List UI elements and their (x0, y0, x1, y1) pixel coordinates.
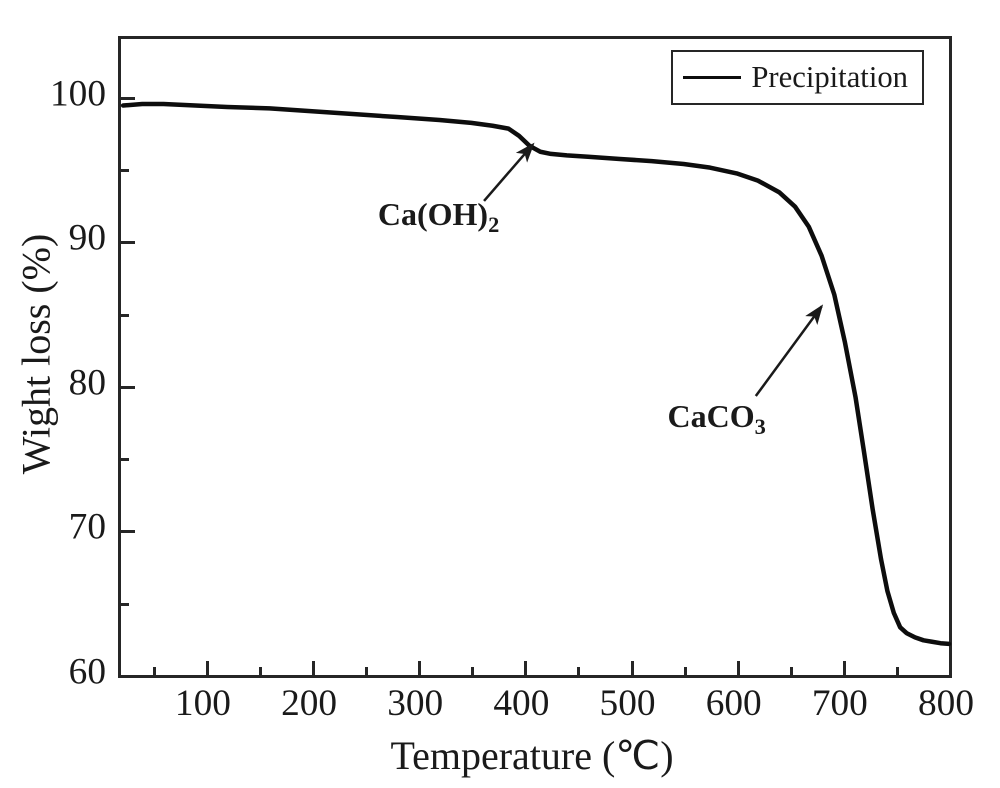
tga-chart-figure: Precipitation Temperature (℃) Wight loss… (0, 0, 1000, 788)
x-tick (949, 661, 952, 675)
x-axis-label: Temperature (℃) (390, 732, 673, 779)
x-tick (259, 667, 262, 675)
legend-line-sample (683, 76, 741, 79)
plot-area (118, 36, 952, 678)
legend-label: Precipitation (751, 60, 908, 95)
y-tick (121, 169, 129, 172)
y-tick-label: 80 (69, 361, 106, 404)
x-tick (471, 667, 474, 675)
x-tick-label: 700 (812, 682, 868, 725)
x-tick (684, 667, 687, 675)
x-tick (843, 661, 846, 675)
annotation-caco3: CaCO3 (668, 398, 766, 440)
series-line (123, 104, 949, 644)
y-tick (121, 603, 129, 606)
x-tick (896, 667, 899, 675)
x-tick-label: 600 (706, 682, 762, 725)
x-tick-label: 400 (493, 682, 549, 725)
annotation-arrow-caoh2 (484, 145, 533, 201)
y-tick (121, 458, 129, 461)
annotation-arrow-caco3 (756, 306, 822, 396)
x-tick (737, 661, 740, 675)
y-tick-label: 60 (69, 651, 106, 694)
y-tick (121, 675, 135, 678)
y-tick (121, 314, 129, 317)
legend-box: Precipitation (671, 50, 924, 105)
y-tick-label: 70 (69, 506, 106, 549)
x-tick (790, 667, 793, 675)
y-tick (121, 386, 135, 389)
x-tick (206, 661, 209, 675)
annotation-caoh2: Ca(OH)2 (378, 195, 499, 237)
x-tick (577, 667, 580, 675)
x-tick (631, 661, 634, 675)
x-tick-label: 100 (175, 682, 231, 725)
plot-svg (121, 39, 949, 675)
x-tick-label: 800 (918, 682, 974, 725)
x-tick-label: 500 (600, 682, 656, 725)
y-tick (121, 97, 135, 100)
y-tick-label: 90 (69, 217, 106, 260)
y-tick-label: 100 (50, 72, 106, 115)
y-axis-label: Wight loss (%) (13, 234, 60, 475)
x-tick-label: 300 (387, 682, 443, 725)
x-tick (365, 667, 368, 675)
y-tick (121, 241, 135, 244)
x-tick-label: 200 (281, 682, 337, 725)
x-tick (312, 661, 315, 675)
x-tick (418, 661, 421, 675)
x-tick (153, 667, 156, 675)
x-tick (524, 661, 527, 675)
y-tick (121, 530, 135, 533)
